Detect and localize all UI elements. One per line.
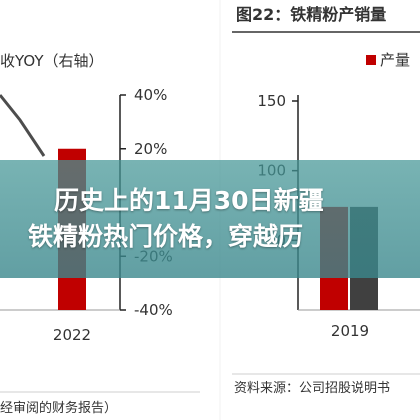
source-note: 资料来源：公司招股说明书 <box>234 381 390 396</box>
right-category-label: 2019 <box>331 322 369 340</box>
left-tick-label: 20% <box>134 140 167 158</box>
left-category-label: 2022 <box>53 326 91 344</box>
left-yoy-line <box>0 94 46 157</box>
headline-line-1: 历史上的11月30日新疆 <box>54 186 324 215</box>
left-series-label: 收YOY（右轴） <box>0 52 104 70</box>
legend-swatch-production <box>366 55 376 65</box>
right-chart-title: 图22：铁精粉产销量 <box>236 5 386 24</box>
legend-label-production: 产量 <box>380 51 410 69</box>
footer-note: 经审阅的财务报告） <box>0 400 117 416</box>
left-tick-label: 40% <box>134 86 167 104</box>
right-tick-label: 150 <box>257 92 286 110</box>
left-tick-label: -40% <box>134 301 173 319</box>
headline-banner: 历史上的11月30日新疆 铁精粉热门价格，穿越历 <box>0 160 420 278</box>
headline-line-2: 铁精粉热门价格，穿越历 <box>28 222 304 251</box>
